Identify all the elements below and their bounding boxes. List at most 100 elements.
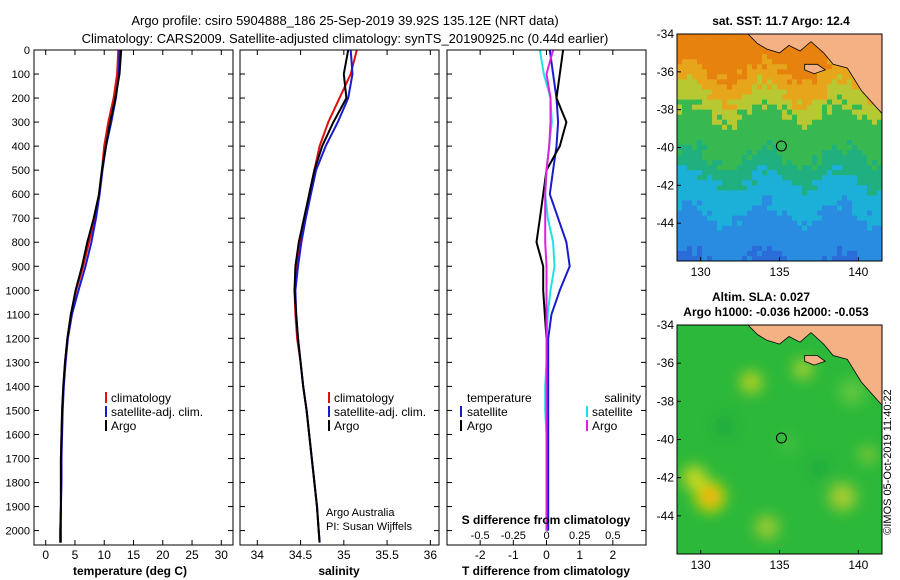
sst-cell [742, 245, 748, 252]
sst-cell [792, 230, 798, 237]
sst-cell [727, 220, 733, 227]
sst-cell [777, 109, 783, 116]
sst-cell [767, 109, 773, 116]
sst-cell [797, 144, 803, 151]
sst-cell [847, 205, 853, 211]
sst-cell [802, 255, 808, 261]
sst-cell [857, 255, 863, 261]
sst-cell [682, 94, 688, 100]
sst-cell [677, 180, 683, 186]
sst-cell [712, 79, 718, 85]
sst-cell [832, 144, 838, 151]
sst-cell [687, 170, 693, 176]
sst-cell [717, 200, 723, 206]
sst-cell [717, 49, 723, 55]
sst-cell [812, 195, 818, 201]
sst-cell [847, 185, 853, 191]
sst-cell [777, 240, 783, 247]
salinity-plot-area: 34 34.5 35 35.5 36 [240, 49, 439, 562]
sla-island [804, 355, 827, 366]
sst-cell [732, 129, 738, 136]
sst-cell [737, 210, 743, 216]
sst-cell [707, 160, 713, 166]
sst-cell [717, 180, 723, 186]
sst-cell [697, 89, 703, 95]
sst-cell [802, 94, 808, 100]
sst-cell [797, 165, 803, 171]
sst-cell [767, 99, 773, 106]
sst-cell [732, 59, 738, 65]
sst-cell [757, 190, 763, 196]
sst-cell [762, 69, 768, 75]
sst-cell [697, 165, 703, 171]
sst-cell [707, 205, 713, 211]
sst-cell [872, 124, 878, 131]
sst-cell [847, 160, 853, 166]
sst-cell [777, 180, 783, 186]
sst-cell [842, 150, 848, 156]
sst-cell [792, 170, 798, 176]
sst-cell [727, 150, 733, 156]
sst-cell [727, 215, 733, 222]
map-x-tick-label: 130 [691, 265, 711, 279]
sst-cell [807, 195, 813, 201]
sst-cell [682, 195, 688, 201]
sst-cell [872, 190, 878, 196]
sst-cell [817, 79, 823, 85]
sst-cell [717, 240, 723, 247]
sst-cell [757, 139, 763, 146]
sst-cell [867, 134, 873, 141]
sst-cell [832, 139, 838, 146]
sst-cell [717, 59, 723, 65]
sst-cell [872, 185, 878, 191]
sst-cell [697, 180, 703, 186]
sst-cell [702, 59, 708, 65]
sst-cell [827, 250, 833, 257]
sst-cell [757, 175, 763, 181]
sst-cell [767, 190, 773, 196]
sst-cell [822, 225, 828, 232]
sst-cell [732, 79, 738, 85]
sst-cell [722, 225, 728, 232]
sst-cell [837, 215, 843, 222]
sst-cell [847, 215, 853, 222]
sst-cell [767, 160, 773, 166]
sst-cell [727, 175, 733, 181]
sst-cell [687, 69, 693, 75]
sst-cell [782, 150, 788, 156]
sst-cell [792, 139, 798, 146]
sst-cell [852, 220, 858, 227]
sst-cell [792, 235, 798, 242]
sst-cell [747, 210, 753, 216]
sst-cell [752, 175, 758, 181]
sst-cell [737, 114, 743, 121]
sst-cell [752, 94, 758, 100]
sst-cell [712, 134, 718, 141]
sst-cell [707, 150, 713, 156]
sst-cell [752, 139, 758, 146]
sst-cell [847, 119, 853, 126]
sst-cell [697, 119, 703, 126]
sst-cell [757, 99, 763, 106]
sst-cell [692, 220, 698, 227]
sst-cell [842, 190, 848, 196]
sst-cell [747, 124, 753, 131]
sst-cell [797, 205, 803, 211]
sst-cell [702, 245, 708, 252]
y-tick-label: 700 [12, 213, 30, 225]
sst-cell [857, 109, 863, 116]
sst-cell [862, 185, 868, 191]
sst-cell [712, 109, 718, 116]
sst-cell [687, 109, 693, 116]
sst-cell [727, 109, 733, 116]
sst-cell [817, 124, 823, 131]
sst-cell [737, 74, 743, 80]
sst-cell [812, 165, 818, 171]
sst-cell [772, 74, 778, 80]
sst-cell [817, 84, 823, 90]
sst-cell [807, 49, 813, 55]
map-y-tick-label: -38 [657, 103, 675, 117]
sst-cell [852, 190, 858, 196]
sst-cell [837, 205, 843, 211]
sst-cell [737, 185, 743, 191]
